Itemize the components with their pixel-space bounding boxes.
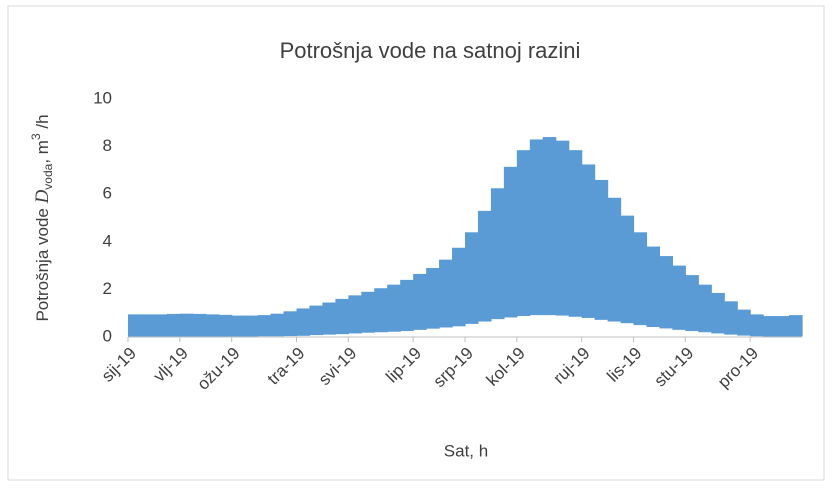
band-step <box>348 295 362 334</box>
band-step <box>555 140 570 316</box>
band-step <box>374 288 388 333</box>
band-step <box>542 137 557 316</box>
band-step <box>128 314 142 337</box>
band-step <box>607 197 622 322</box>
band-step <box>750 314 764 337</box>
band-step <box>257 315 272 337</box>
band-step <box>335 298 349 335</box>
band-step <box>192 313 207 337</box>
y-label-unit: , m <box>33 140 52 164</box>
band-step <box>763 316 777 337</box>
y-label-superscript: 3 <box>29 133 43 140</box>
band-step <box>568 150 583 317</box>
y-tick-label: 0 <box>103 326 112 345</box>
y-label-text: Potrošnja vode <box>33 203 52 321</box>
band-step <box>477 210 492 322</box>
band-step <box>620 215 635 324</box>
band-step <box>166 313 181 337</box>
band-step <box>231 315 246 337</box>
band-step <box>516 150 531 317</box>
band-step <box>439 259 453 328</box>
band-step <box>270 313 285 337</box>
band-step <box>659 256 673 329</box>
chart-title: Potrošnja vode na satnoj razini <box>280 38 581 63</box>
band-step <box>400 279 414 332</box>
band-step <box>581 164 596 318</box>
band-step <box>633 232 648 326</box>
y-label-subscript: voda <box>41 163 55 189</box>
band-step <box>387 284 401 332</box>
band-step <box>244 315 259 337</box>
band-step <box>776 316 790 337</box>
band-step <box>179 313 194 337</box>
band-step <box>529 139 544 316</box>
x-axis-label: Sat, h <box>444 441 488 460</box>
band-step <box>594 179 609 320</box>
y-tick-label: 6 <box>103 184 112 203</box>
band-step <box>672 265 686 330</box>
band-step <box>309 305 324 336</box>
band-step <box>283 311 298 337</box>
band-step <box>465 232 479 324</box>
band-step <box>218 314 233 337</box>
band-step <box>426 267 440 329</box>
band-step <box>698 284 712 333</box>
band-step <box>296 308 311 336</box>
band-step <box>205 314 220 337</box>
band-step <box>452 247 466 327</box>
band-step <box>140 314 155 337</box>
band-step <box>503 166 518 318</box>
band-step <box>685 275 699 332</box>
y-label-symbol: D <box>32 189 53 204</box>
band-step <box>490 188 505 320</box>
chart-frame <box>7 5 825 481</box>
band-step <box>413 273 427 330</box>
band-step <box>789 315 803 337</box>
y-label-unit-tail: /h <box>33 114 52 133</box>
y-tick-label: 8 <box>103 136 112 155</box>
y-tick-label: 4 <box>103 231 112 250</box>
band-step <box>361 291 375 333</box>
band-step <box>724 301 738 335</box>
y-tick-label: 10 <box>93 88 112 107</box>
band-step <box>322 302 336 335</box>
band-step <box>153 314 168 337</box>
band-step <box>711 292 725 334</box>
y-tick-label: 2 <box>103 279 112 298</box>
band-step <box>646 246 661 328</box>
band-step <box>737 309 751 336</box>
y-axis-label: Potrošnja vode Dvoda, m3 /h <box>29 114 55 321</box>
